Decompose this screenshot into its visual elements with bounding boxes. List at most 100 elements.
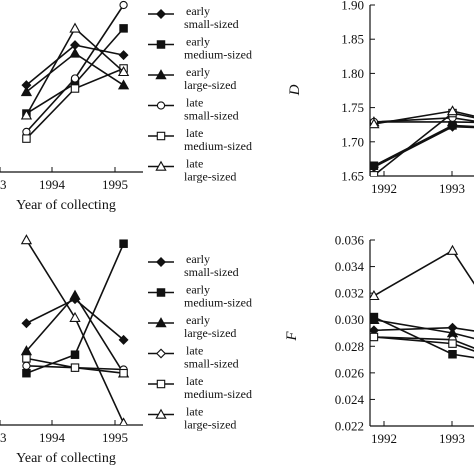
legend-label-line1: late (186, 126, 203, 140)
legend-marker (156, 9, 166, 19)
y-tick-label: 1.85 (341, 32, 364, 47)
series-late-large-sized (20, 234, 128, 425)
series-late-medium-sized (22, 354, 128, 378)
data-point (370, 161, 379, 170)
data-point (119, 0, 128, 10)
legend-2: earlysmall-sizedearlymedium-sizedearlyla… (148, 252, 252, 432)
series-late-small-sized (370, 113, 474, 127)
data-point (69, 22, 81, 33)
legend-marker (156, 131, 166, 141)
data-point (69, 47, 81, 58)
legend-1: earlysmall-sizedearlymedium-sizedearlyla… (148, 4, 252, 184)
y-tick-label: 1.65 (341, 169, 364, 184)
series-late-medium-sized (370, 332, 474, 352)
y-tick-label: 0.034 (335, 259, 365, 274)
legend-label-line1: early (186, 65, 210, 79)
plot-area (370, 105, 474, 176)
x-tick-label: 93 (0, 430, 7, 445)
legend-label-line2: large-sized (184, 418, 236, 432)
x-tick-label: 93 (0, 177, 7, 192)
series-late-small-sized (22, 0, 128, 137)
legend-marker (156, 40, 166, 49)
y-tick-label: 0.028 (335, 339, 364, 354)
data-point (70, 74, 80, 83)
data-point (448, 350, 457, 359)
data-point (117, 79, 130, 90)
legend-marker (156, 257, 166, 267)
data-point (22, 361, 31, 370)
legend-label-line1: late (186, 344, 203, 358)
legend-marker (155, 160, 167, 171)
legend-label-line2: medium-sized (184, 296, 252, 310)
legend-label-line1: late (186, 157, 203, 171)
x-tick-label: 1993 (439, 431, 465, 446)
legend-marker (155, 408, 167, 419)
y-tick-label: 0.026 (335, 365, 365, 380)
y-tick-label: 1.80 (341, 66, 364, 81)
data-point (69, 289, 81, 300)
x-tick-label: 1992 (371, 181, 397, 196)
y-tick-label: 1.90 (341, 0, 364, 13)
legend-marker (156, 288, 166, 297)
data-point (119, 24, 128, 33)
series-early-large-sized (370, 313, 474, 340)
data-point (70, 363, 80, 372)
x-tick-label: 1993 (439, 181, 465, 196)
plot-area (20, 234, 130, 425)
legend-label-line1: late (186, 96, 203, 110)
series-line (373, 249, 474, 297)
data-point (20, 86, 33, 97)
legend-label-line2: small-sized (184, 357, 239, 371)
series-line (25, 239, 125, 424)
legend-label-line2: medium-sized (184, 387, 252, 401)
data-point (22, 368, 31, 378)
legend-marker (156, 379, 166, 389)
y-tick-label: 0.024 (335, 392, 365, 407)
legend-label-line2: small-sized (184, 265, 239, 279)
legend-label-line2: large-sized (184, 170, 236, 184)
x-axis-label: Year of collecting (16, 198, 116, 213)
data-point (119, 239, 128, 248)
data-point (370, 289, 380, 301)
data-point (370, 118, 380, 129)
y-axis-label: D (287, 84, 303, 96)
data-point (118, 334, 129, 345)
legend-label-line1: early (186, 252, 210, 266)
legend-label-line2: small-sized (184, 17, 239, 31)
y-axis-label: F (284, 331, 300, 342)
legends: earlysmall-sizedearlymedium-sizedearlyla… (148, 4, 252, 432)
series-late-large-sized (370, 244, 474, 301)
chart-panel-bottom-right: 0.022 0.024 0.026 0.028 0.030 0.032 0.034 0.036… (284, 233, 474, 446)
data-point (117, 65, 130, 77)
legend-label-line2: medium-sized (184, 139, 252, 153)
chart-panel-bottom-left: 93 1994 1995 Year of collecting (0, 234, 143, 466)
series-line (373, 125, 474, 168)
data-point (20, 234, 33, 245)
chart-panel-top-right: 1.65 1.70 1.75 1.80 1.85 1.90 D 1992 1993 (287, 0, 474, 196)
plot-area (370, 244, 474, 359)
series-late-large-sized (20, 22, 130, 120)
data-point (370, 332, 379, 342)
plot-area (20, 0, 130, 143)
legend-marker (155, 317, 167, 328)
y-tick-label: 0.032 (335, 286, 364, 301)
legend-label-line1: early (186, 313, 210, 327)
x-tick-label: 1992 (371, 431, 397, 446)
legend-marker (155, 69, 167, 80)
x-tick-label: 1994 (39, 430, 66, 445)
legend-marker (156, 101, 166, 110)
data-point (118, 50, 129, 61)
series-late-large-sized (370, 105, 474, 129)
data-point (448, 339, 457, 348)
data-point (370, 171, 379, 176)
data-point (119, 417, 128, 425)
x-tick-label: 1995 (102, 430, 128, 445)
